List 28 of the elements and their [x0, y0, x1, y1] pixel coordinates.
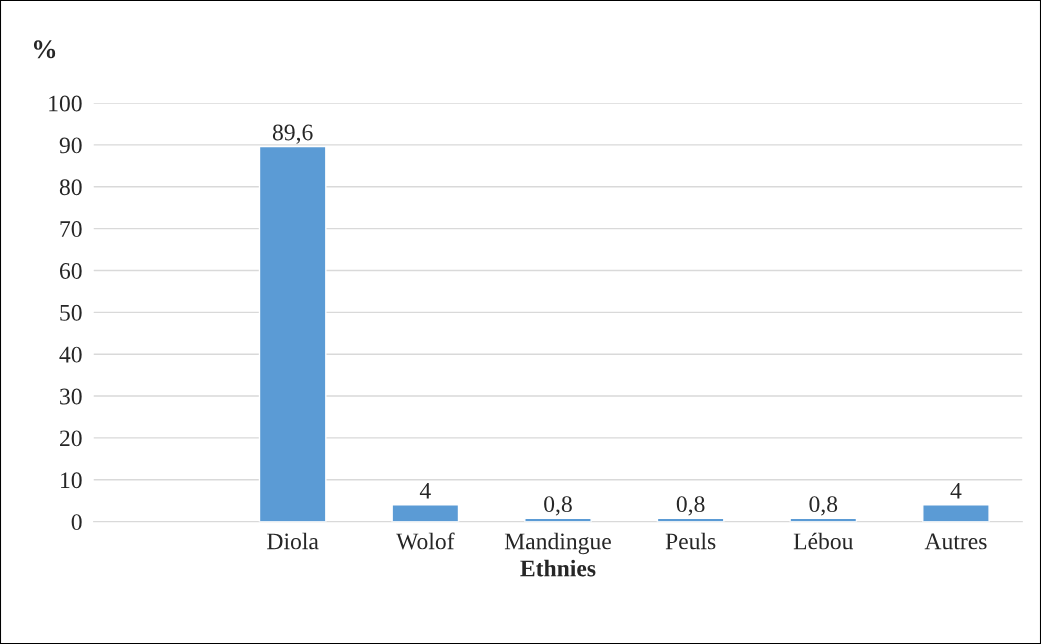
y-tick-label: 90 [59, 137, 82, 154]
y-tick-label: 40 [59, 346, 82, 363]
y-tick-label: 0 [71, 514, 82, 531]
y-tick-label: 60 [59, 262, 82, 279]
x-tick-label: Peuls [665, 532, 716, 550]
data-label: 4 [419, 482, 431, 499]
data-label: 0,8 [809, 496, 838, 516]
x-axis-title: Ethnies [520, 559, 596, 577]
y-tick-label: 20 [60, 430, 82, 447]
y-tick-label: 100 [49, 95, 82, 112]
x-tick-label: Mandingue [504, 532, 611, 555]
data-label: 4 [950, 482, 962, 499]
x-tick-label: Autres [924, 533, 987, 550]
bar [922, 504, 990, 522]
y-tick-label: 30 [60, 388, 82, 405]
bar [258, 145, 327, 522]
y-tick-label: 50 [60, 304, 82, 321]
x-tick-label: Wolof [396, 532, 455, 550]
y-tick-label: 10 [61, 472, 82, 489]
data-label: 0,8 [544, 496, 572, 516]
bar [391, 504, 460, 522]
data-label: 89,6 [272, 124, 313, 144]
x-tick-label: Lébou [793, 532, 854, 550]
data-label: 0,8 [676, 496, 705, 516]
x-tick-label: Diola [267, 532, 319, 550]
y-tick-label: 80 [59, 179, 82, 196]
y-tick-label: 70 [60, 221, 82, 238]
y-axis-title: % [33, 40, 56, 59]
